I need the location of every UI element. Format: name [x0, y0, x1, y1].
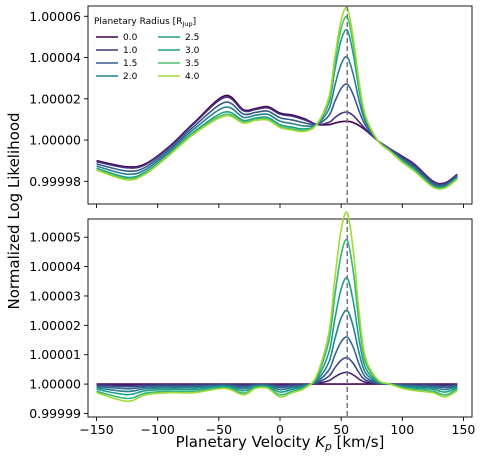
bottom-x-tick-label: 100 — [390, 422, 414, 437]
bottom-x-tick-label: −100 — [141, 422, 175, 437]
top-series-line-3-5 — [96, 6, 458, 190]
bottom-x-tick-label: 50 — [333, 422, 349, 437]
top-series-line-2-0 — [96, 55, 458, 188]
legend-label: 3.5 — [185, 59, 199, 69]
bottom-y-tick-label: 1.00001 — [29, 347, 81, 362]
bottom-y-tick-label: 0.99999 — [29, 406, 81, 421]
legend-items: 0.0 1.0 1.5 2.0 2.5 3.0 3.5 4.0 — [96, 33, 200, 82]
top-panel-lines — [96, 6, 458, 190]
bottom-y-tick-label: 1.00003 — [29, 288, 81, 303]
bottom-panel-y-ticks: 0.99999 1.00000 1.00001 1.00002 1.00003 1.000… — [29, 230, 88, 421]
bottom-x-tick-label: 150 — [452, 422, 476, 437]
bottom-y-tick-label: 1.00005 — [29, 230, 81, 245]
top-panel: 0.99998 1.00000 1.00002 1.00004 1.00006 Plan… — [29, 5, 473, 208]
y-axis-label: Normalized Log Likelihood — [5, 112, 23, 309]
bottom-y-tick-label: 1.00000 — [29, 377, 81, 392]
legend-label: 2.0 — [123, 72, 138, 82]
legend-label: 0.0 — [123, 33, 138, 43]
x-axis-label: Planetary Velocity Kp [km/s] — [176, 433, 385, 453]
legend-label: 1.5 — [123, 59, 137, 69]
top-y-tick-label: 1.00002 — [29, 91, 81, 106]
top-y-tick-label: 1.00004 — [29, 50, 81, 65]
legend-label: 3.0 — [185, 46, 200, 56]
bottom-x-tick-label: −50 — [206, 422, 232, 437]
bottom-x-tick-label: 0 — [276, 422, 284, 437]
bottom-panel-x-ticks: −150 −100 −50 0 50 100 150 — [79, 417, 475, 437]
top-y-tick-label: 1.00006 — [29, 9, 81, 24]
bottom-y-tick-label: 1.00004 — [29, 259, 81, 274]
legend-label: 2.5 — [185, 33, 199, 43]
legend-label: 1.0 — [123, 46, 138, 56]
bottom-x-tick-label: −150 — [79, 422, 113, 437]
top-series-line-1-0 — [96, 96, 458, 185]
top-y-tick-label: 1.00000 — [29, 133, 81, 148]
legend-title: Planetary Radius [RJup] — [94, 17, 196, 28]
bottom-y-tick-label: 1.00002 — [29, 318, 81, 333]
top-panel-y-ticks: 0.99998 1.00000 1.00002 1.00004 1.00006 — [29, 9, 88, 189]
bottom-series-line-4-0 — [96, 211, 458, 403]
bottom-panel-lines — [96, 211, 458, 403]
legend-label: 4.0 — [185, 72, 200, 82]
top-y-tick-label: 0.99998 — [29, 174, 81, 189]
top-panel-x-ticks — [96, 204, 464, 208]
legend: Planetary Radius [RJup] 0.0 1.0 1.5 2.0 2.5 3… — [94, 17, 200, 82]
top-series-line-1-5 — [96, 83, 458, 187]
bottom-panel: 0.99999 1.00000 1.00001 1.00002 1.00003 1.000… — [29, 211, 475, 437]
